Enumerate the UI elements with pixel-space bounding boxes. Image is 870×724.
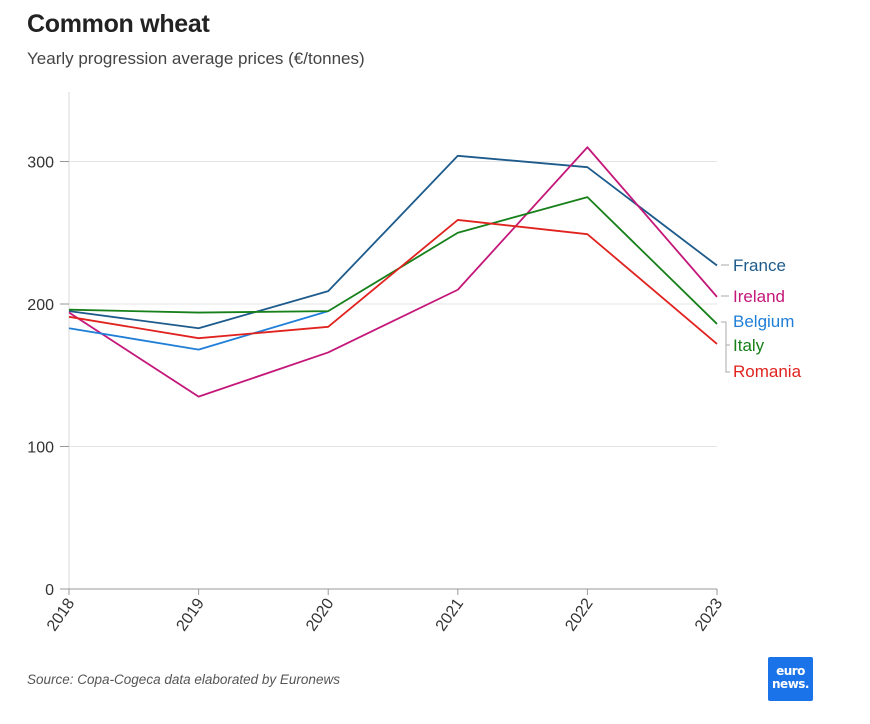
x-axis-ticks: 2018 2019 2020 2021 2022 2023: [44, 589, 726, 634]
y-tick-label: 300: [27, 155, 54, 172]
x-tick-label: 2019: [174, 595, 208, 634]
series-label-italy: Italy: [733, 336, 765, 355]
label-bracket: [721, 321, 730, 373]
x-tick-label: 2023: [692, 595, 726, 634]
logo-line-1: euro: [776, 664, 805, 678]
series-line-ireland: [68, 146, 718, 398]
series-line-romania: [68, 219, 718, 345]
source-note: Source: Copa-Cogeca data elaborated by E…: [27, 672, 340, 687]
y-tick-label: 0: [45, 582, 54, 599]
series-line-belgium: [68, 310, 329, 351]
series-end-labels: France Ireland Belgium Italy Romania: [721, 256, 802, 381]
chart-subtitle: Yearly progression average prices (€/ton…: [27, 49, 365, 68]
x-tick-label: 2018: [44, 595, 78, 634]
y-tick-label: 100: [27, 440, 54, 457]
y-tick-label: 200: [27, 297, 54, 314]
x-tick-label: 2022: [562, 595, 596, 634]
euronews-logo: euro news.: [768, 657, 813, 701]
x-tick-label: 2021: [433, 595, 467, 634]
series-label-romania: Romania: [733, 362, 802, 381]
series-label-france: France: [733, 256, 786, 275]
series-lines: [68, 146, 718, 398]
logo-line-2: news.: [772, 677, 809, 691]
chart-title: Common wheat: [27, 10, 210, 38]
series-line-italy: [68, 196, 718, 325]
series-line-france: [68, 154, 718, 330]
series-label-ireland: Ireland: [733, 287, 785, 306]
y-axis-ticks: 0 100 200 300: [27, 155, 69, 599]
x-tick-label: 2020: [303, 595, 337, 634]
series-label-belgium: Belgium: [733, 312, 794, 331]
grid-lines: [68, 92, 717, 590]
